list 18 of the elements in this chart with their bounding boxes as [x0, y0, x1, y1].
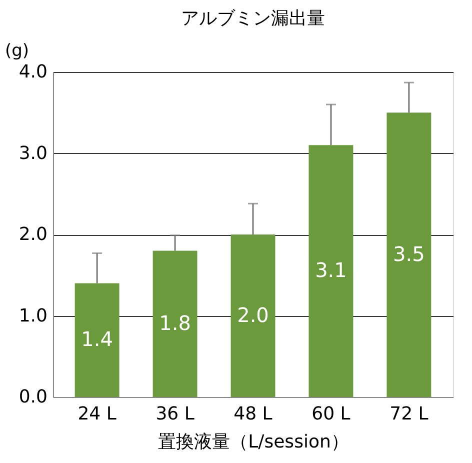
data-label: 3.5 [393, 242, 425, 266]
data-label: 1.4 [81, 327, 113, 352]
data-label: 3.1 [315, 258, 347, 282]
data-label: 1.8 [159, 310, 191, 335]
x-tick-label: 36 L [156, 404, 194, 424]
x-tick-label: 48 L [234, 404, 272, 424]
x-tick-label: 24 L [78, 404, 116, 424]
data-label: 2.0 [237, 302, 269, 327]
y-tick-label: 2.0 [18, 224, 48, 245]
x-tick-label: 72 L [390, 404, 428, 424]
y-tick-label: 1.0 [18, 305, 48, 326]
x-axis-title: 置換液量（L/session） [158, 432, 349, 452]
y-tick-label: 4.0 [18, 62, 48, 82]
x-tick-label: 60 L [312, 404, 350, 424]
y-tick-label: 0.0 [18, 386, 48, 408]
y-tick-label: 3.0 [18, 142, 48, 164]
chart-title: アルブミン漏出量 [181, 8, 325, 29]
y-axis-title: (g) [5, 41, 30, 61]
